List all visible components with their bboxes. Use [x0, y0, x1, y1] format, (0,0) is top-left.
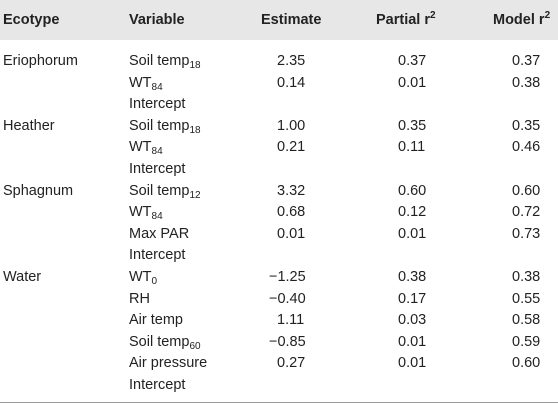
- estimate-cell: 0.14: [277, 74, 306, 91]
- variable-text: Air pressure: [129, 355, 208, 372]
- variable-text: Intercept: [129, 377, 186, 393]
- variable-cell: WT84: [129, 138, 163, 158]
- variable-cell: WT0: [129, 268, 158, 287]
- variable-text: WT: [129, 74, 152, 91]
- header-partial-sup: 2: [430, 10, 436, 21]
- model-r2-cell: 0.38: [512, 269, 541, 285]
- model-r2-cell: 0.55: [512, 290, 541, 307]
- estimate-cell: 0.21: [277, 139, 306, 156]
- header-estimate: Estimate: [261, 12, 322, 28]
- variable-cell: Soil temp18: [129, 52, 201, 71]
- estimate-cell: 2.35: [277, 53, 306, 69]
- variable-cell: Soil temp60: [129, 333, 201, 352]
- estimate-cell: 3.32: [277, 182, 306, 199]
- variable-text: Max PAR: [129, 225, 190, 242]
- header-variable: Variable: [129, 12, 185, 28]
- partial-r2-cell: 0.35: [398, 117, 427, 134]
- model-r2-cell: 0.58: [512, 312, 541, 329]
- variable-text: WT: [129, 269, 152, 285]
- variable-cell: Intercept: [129, 246, 185, 264]
- variable-text: Soil temp: [129, 182, 190, 199]
- estimate-cell: 1.00: [277, 117, 306, 134]
- variable-cell: Intercept: [129, 376, 185, 394]
- model-r2-cell: 0.72: [512, 204, 541, 221]
- variable-cell: RH: [129, 290, 150, 308]
- partial-r2-cell: 0.38: [398, 269, 427, 285]
- variable-text: Intercept: [129, 161, 186, 177]
- variable-subscript: 84: [151, 146, 163, 158]
- model-r2-cell: 0.73: [512, 225, 541, 242]
- estimate-cell: −1.25: [269, 269, 306, 285]
- variable-subscript: 12: [189, 189, 201, 201]
- estimate-cell: 0.01: [277, 225, 306, 242]
- header-partial-text: Partial r: [376, 12, 430, 28]
- header-ecotype: Ecotype: [3, 12, 60, 28]
- table-header: Ecotype Variable Estimate Partial r2 Mod…: [0, 0, 558, 40]
- variable-cell: WT84: [129, 203, 163, 223]
- partial-r2-cell: 0.01: [398, 333, 427, 350]
- estimate-cell: 0.27: [277, 355, 306, 372]
- model-r2-cell: 0.60: [512, 355, 541, 372]
- variable-text: Soil temp: [129, 53, 190, 69]
- bottom-rule: [0, 402, 558, 403]
- variable-text: Intercept: [129, 247, 186, 264]
- header-model-sup: 2: [544, 10, 551, 21]
- estimate-cell: 0.68: [277, 204, 306, 221]
- variable-subscript: 84: [151, 81, 163, 93]
- partial-r2-cell: 0.03: [398, 312, 427, 329]
- variable-subscript: 0: [151, 276, 158, 287]
- variable-cell: WT84: [129, 74, 163, 93]
- partial-r2-cell: 0.01: [398, 225, 427, 242]
- variable-text: WT: [129, 139, 152, 156]
- variable-cell: Soil temp18: [129, 117, 201, 136]
- variable-text: Intercept: [129, 96, 186, 113]
- model-r2-cell: 0.35: [512, 117, 541, 134]
- model-r2-cell: 0.59: [512, 333, 541, 350]
- header-model-text: Model r: [493, 12, 545, 28]
- ecotype-cell: Water: [3, 269, 42, 285]
- ecotype-cell: Sphagnum: [3, 182, 74, 199]
- variable-cell: Air pressure: [129, 354, 207, 372]
- model-r2-cell: 0.38: [512, 74, 541, 91]
- variable-cell: Intercept: [129, 160, 185, 178]
- variable-subscript: 60: [189, 340, 201, 352]
- estimate-cell: −0.40: [269, 290, 306, 307]
- estimate-cell: 1.11: [277, 312, 305, 329]
- partial-r2-cell: 0.01: [398, 355, 427, 372]
- variable-text: Soil temp: [129, 117, 190, 134]
- variable-subscript: 18: [189, 124, 201, 136]
- variable-text: RH: [129, 290, 150, 307]
- partial-r2-cell: 0.11: [398, 139, 426, 156]
- ecotype-cell: Heather: [3, 117, 55, 134]
- variable-subscript: 84: [151, 211, 163, 223]
- partial-r2-cell: 0.17: [398, 290, 427, 307]
- variable-text: Air temp: [129, 312, 183, 329]
- header-partial-r2: Partial r2: [376, 11, 436, 29]
- variable-cell: Intercept: [129, 95, 185, 113]
- model-r2-cell: 0.60: [512, 182, 541, 199]
- variable-cell: Max PAR: [129, 225, 189, 243]
- variable-cell: Soil temp12: [129, 182, 201, 201]
- header-model-r2: Model r2: [493, 11, 550, 29]
- partial-r2-cell: 0.12: [398, 204, 427, 221]
- partial-r2-cell: 0.37: [398, 53, 427, 69]
- variable-cell: Air temp: [129, 311, 183, 329]
- variable-text: WT: [129, 204, 152, 221]
- estimate-cell: −0.85: [269, 333, 306, 350]
- variable-text: Soil temp: [129, 333, 190, 350]
- partial-r2-cell: 0.01: [398, 74, 427, 91]
- model-r2-cell: 0.37: [512, 53, 541, 69]
- variable-subscript: 18: [189, 60, 201, 71]
- ecotype-cell: Eriophorum: [3, 53, 78, 69]
- partial-r2-cell: 0.60: [398, 182, 427, 199]
- model-r2-cell: 0.46: [512, 139, 541, 156]
